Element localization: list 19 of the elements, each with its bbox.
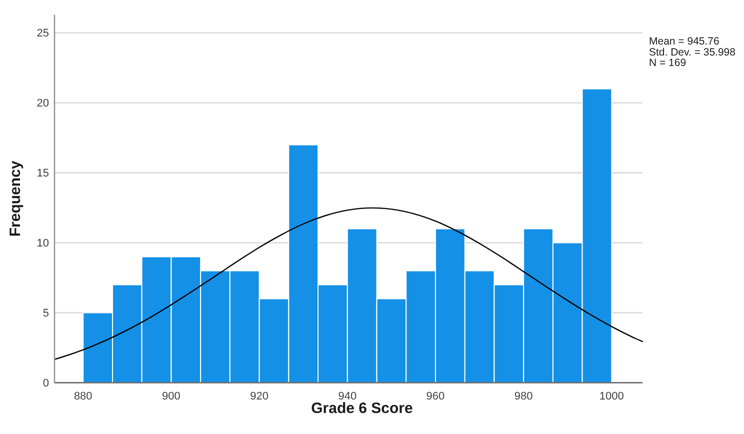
x-tick-label: 960 xyxy=(426,390,445,402)
y-tick-label: 5 xyxy=(42,308,49,320)
y-tick-label: 15 xyxy=(36,168,49,180)
x-axis-title: Grade 6 Score xyxy=(311,400,413,417)
text: Mean = 945.76 xyxy=(649,36,720,48)
y-tick-label: 10 xyxy=(36,238,49,250)
y-axis-title: Frequency xyxy=(7,160,24,237)
x-tick-label: 920 xyxy=(250,390,268,402)
line-series xyxy=(54,207,644,360)
x-tick-label: 900 xyxy=(162,390,180,402)
text: N = 169 xyxy=(649,57,686,70)
y-tick-label: 20 xyxy=(36,98,49,110)
x-tick-label: 980 xyxy=(514,390,533,402)
x-tick-label: 880 xyxy=(74,390,92,402)
x-tick-label: 1000 xyxy=(599,390,624,402)
x-tick-label: 940 xyxy=(338,390,357,402)
text: Std. Dev. = 35.998 xyxy=(649,46,736,58)
y-tick-label: 25 xyxy=(36,28,49,40)
y-tick-label: 0 xyxy=(42,378,49,390)
